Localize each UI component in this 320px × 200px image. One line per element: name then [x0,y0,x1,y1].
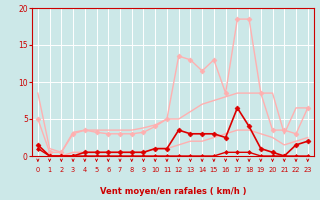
X-axis label: Vent moyen/en rafales ( km/h ): Vent moyen/en rafales ( km/h ) [100,187,246,196]
